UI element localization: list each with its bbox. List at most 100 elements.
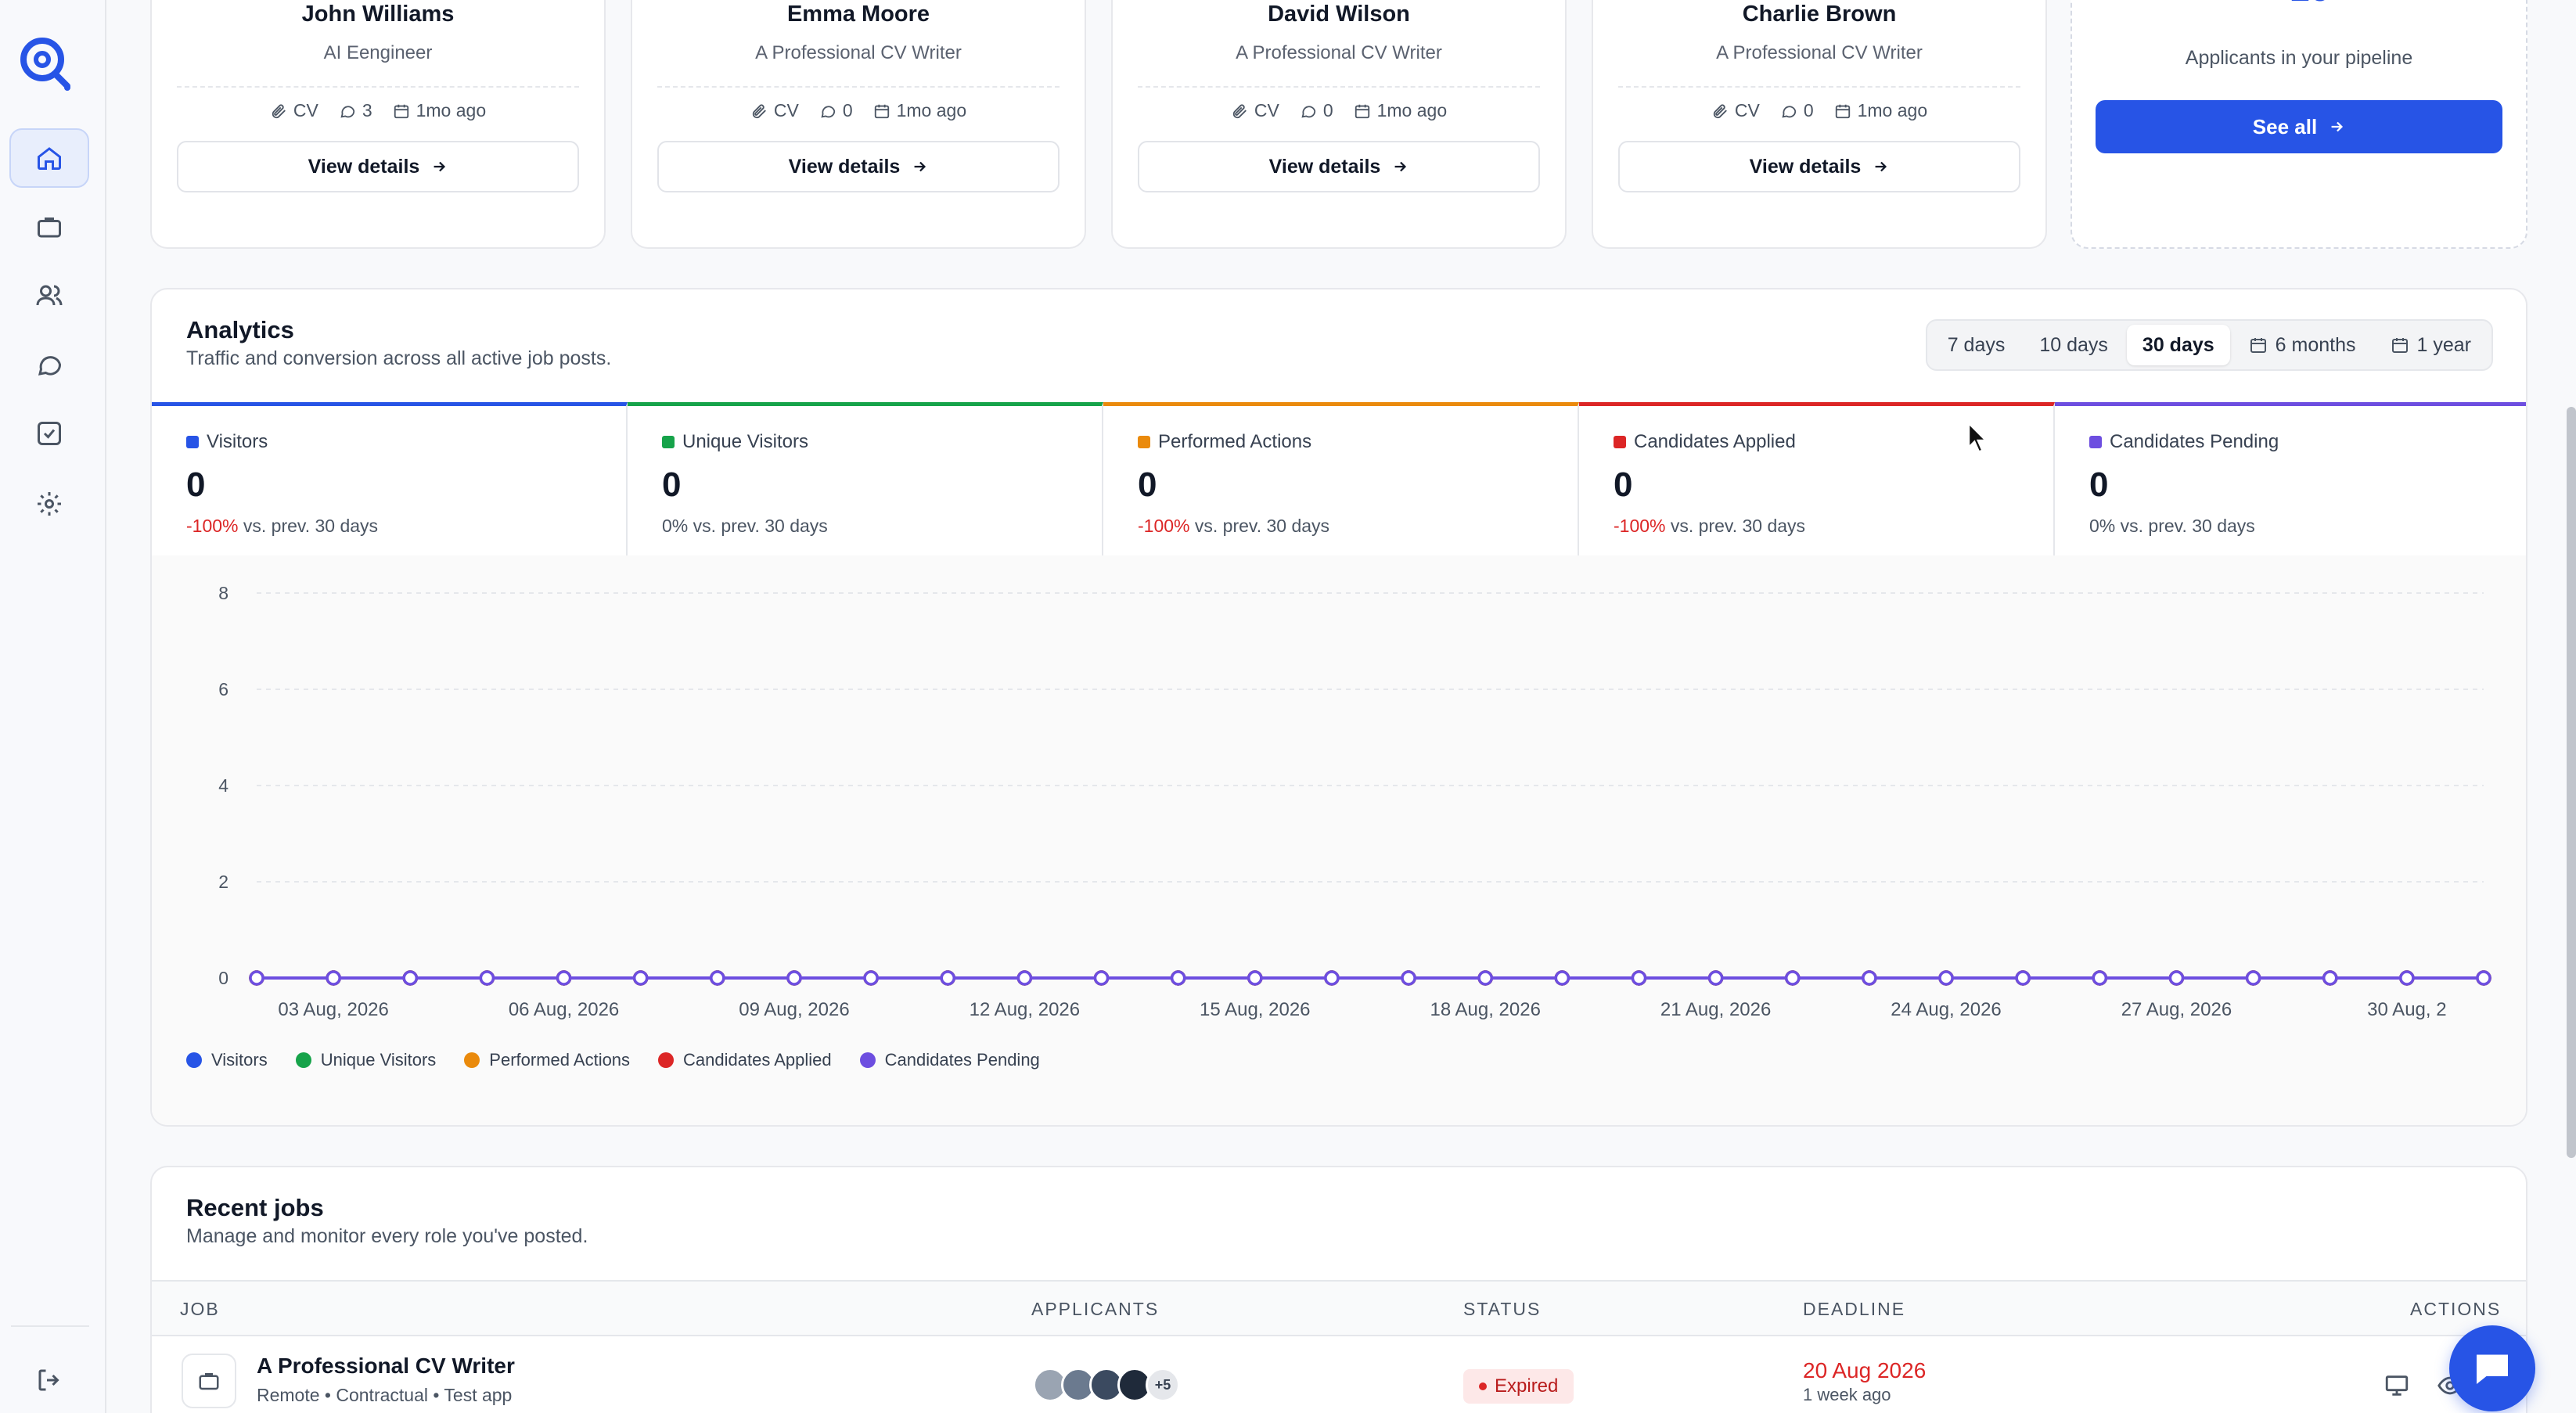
sidebar-item-home[interactable]	[9, 128, 89, 188]
kpi-visitors[interactable]: Visitors 0 -100% vs. prev. 30 days	[152, 402, 628, 555]
arrow-right-icon	[1875, 161, 1887, 172]
range-1-year[interactable]: 1 year	[2375, 325, 2487, 365]
recent-jobs-card: Recent jobs Manage and monitor every rol…	[150, 1166, 2527, 1413]
kpi-change-value: -100%	[1614, 516, 1666, 536]
presentation-icon[interactable]	[2384, 1372, 2410, 1399]
job-title[interactable]: A Professional CV Writer	[257, 1354, 515, 1378]
legend-item[interactable]: Unique Visitors	[295, 1050, 437, 1070]
cv-attachment[interactable]: CV	[750, 100, 799, 121]
page-scrollbar[interactable]	[2567, 407, 2576, 1158]
calendar-icon	[2250, 338, 2266, 353]
x-tick-label: 18 Aug, 2026	[1430, 999, 1540, 1020]
y-tick-label: 8	[218, 583, 228, 603]
applicant-avatars[interactable]: +5	[1033, 1368, 1180, 1402]
view-details-button[interactable]: View details	[1618, 141, 2020, 192]
calendar-icon	[394, 104, 408, 118]
calendar-icon	[1355, 104, 1369, 118]
calendar-icon	[1835, 104, 1850, 118]
kpi-change-value: -100%	[1138, 516, 1190, 536]
cv-label: CV	[1734, 100, 1760, 120]
logout-button[interactable]	[9, 1350, 89, 1410]
range-30-days[interactable]: 30 days	[2126, 325, 2230, 365]
data-point	[2399, 970, 2415, 986]
app-logo[interactable]	[14, 31, 77, 94]
applied-time-value: 1mo ago	[1857, 100, 1928, 120]
divider	[1138, 86, 1540, 88]
sidebar-item-tasks[interactable]	[9, 404, 89, 463]
applied-time: 1mo ago	[1354, 100, 1447, 121]
candidate-name: David Wilson	[1268, 2, 1410, 27]
data-point	[710, 970, 725, 986]
view-details-button[interactable]: View details	[177, 141, 579, 192]
chart-area: 0 2 4 6 8 03 Aug, 2026 06 Aug, 2026 09 Aug, 202…	[152, 555, 2526, 1125]
kpi-label: Performed Actions	[1138, 431, 1311, 453]
kpi-unique-visitors[interactable]: Unique Visitors 0 0% vs. prev. 30 days	[628, 402, 1103, 555]
cv-attachment[interactable]: CV	[270, 100, 318, 121]
sidebar-item-settings[interactable]	[9, 474, 89, 534]
candidate-card: Charlie Brown A Professional CV Writer C…	[1592, 0, 2047, 249]
data-point	[1707, 970, 1724, 986]
comment-count: 0	[1300, 100, 1333, 121]
sidebar-item-jobs[interactable]	[9, 197, 89, 257]
kpi-label: Candidates Applied	[1614, 431, 1796, 453]
legend-label: Unique Visitors	[320, 1050, 437, 1070]
applied-time-value: 1mo ago	[896, 100, 967, 120]
x-tick-label: 24 Aug, 2026	[1891, 999, 2001, 1020]
date-range-selector: 7 days 10 days 30 days 6 months 1 year	[1925, 319, 2493, 371]
chat-support-button[interactable]	[2449, 1325, 2535, 1411]
sidebar-item-candidates[interactable]	[9, 266, 89, 325]
candidate-meta: CV 0 1mo ago	[1593, 100, 2045, 121]
kpi-change-value: 0%	[2089, 516, 2116, 536]
data-point	[940, 970, 955, 986]
data-point	[1093, 970, 1110, 986]
legend-item[interactable]: Visitors	[186, 1050, 268, 1070]
range-7-days[interactable]: 7 days	[1932, 325, 2021, 365]
kpi-change-suffix: vs. prev. 30 days	[243, 516, 379, 536]
cv-attachment[interactable]: CV	[1231, 100, 1279, 121]
sidebar-item-messages[interactable]	[9, 335, 89, 394]
candidate-card: John Williams AI Eengineer CV 3 1mo ago …	[150, 0, 606, 249]
kpi-change-suffix: vs. prev. 30 days	[2120, 516, 2255, 536]
comment-icon	[821, 105, 835, 118]
view-details-button[interactable]: View details	[1138, 141, 1540, 192]
kpi-label-text: Performed Actions	[1158, 431, 1312, 452]
legend-item[interactable]: Performed Actions	[464, 1050, 630, 1070]
legend-swatch	[295, 1052, 311, 1068]
arrow-right-icon	[1394, 161, 1407, 172]
kpi-label: Unique Visitors	[662, 431, 808, 453]
kpi-candidates-applied[interactable]: Candidates Applied 0 -100% vs. prev. 30 …	[1579, 402, 2055, 555]
legend-swatch	[658, 1052, 675, 1068]
col-deadline: DEADLINE	[1803, 1299, 1906, 1319]
y-tick-label: 2	[218, 872, 228, 892]
kpi-swatch	[1614, 436, 1626, 448]
candidate-card: David Wilson A Professional CV Writer CV…	[1111, 0, 1567, 249]
data-point	[402, 970, 419, 986]
kpi-change: -100% vs. prev. 30 days	[1614, 516, 1805, 537]
legend-item[interactable]: Candidates Applied	[658, 1050, 832, 1070]
legend-label: Candidates Applied	[683, 1050, 832, 1070]
message-icon	[38, 356, 62, 376]
comment-count-value: 0	[1322, 100, 1333, 120]
applied-time: 1mo ago	[393, 100, 487, 121]
comment-icon	[1301, 105, 1315, 118]
data-point	[1477, 970, 1493, 986]
table-row[interactable]: A Professional CV Writer Remote • Contra…	[152, 1336, 2526, 1413]
see-all-button[interactable]: See all	[2096, 100, 2502, 153]
kpi-candidates-pending[interactable]: Candidates Pending 0 0% vs. prev. 30 day…	[2055, 402, 2526, 555]
applied-time-value: 1mo ago	[416, 100, 487, 120]
comment-count: 0	[1780, 100, 1814, 121]
range-10-days[interactable]: 10 days	[2024, 325, 2124, 365]
data-point	[1862, 970, 1877, 986]
kpi-performed-actions[interactable]: Performed Actions 0 -100% vs. prev. 30 d…	[1103, 402, 1579, 555]
x-tick-label: 27 Aug, 2026	[2121, 999, 2232, 1020]
range-6-months[interactable]: 6 months	[2233, 325, 2372, 365]
divider	[1618, 86, 2020, 88]
cv-attachment[interactable]: CV	[1711, 100, 1760, 121]
kpi-row: Visitors 0 -100% vs. prev. 30 days Uniqu…	[152, 402, 2526, 555]
legend-swatch	[859, 1052, 876, 1068]
legend-item[interactable]: Candidates Pending	[859, 1050, 1040, 1070]
view-details-button[interactable]: View details	[657, 141, 1060, 192]
chart-legend: Visitors Unique Visitors Performed Actio…	[186, 1050, 1040, 1070]
x-tick-label: 06 Aug, 2026	[509, 999, 619, 1020]
data-point	[2245, 970, 2261, 986]
